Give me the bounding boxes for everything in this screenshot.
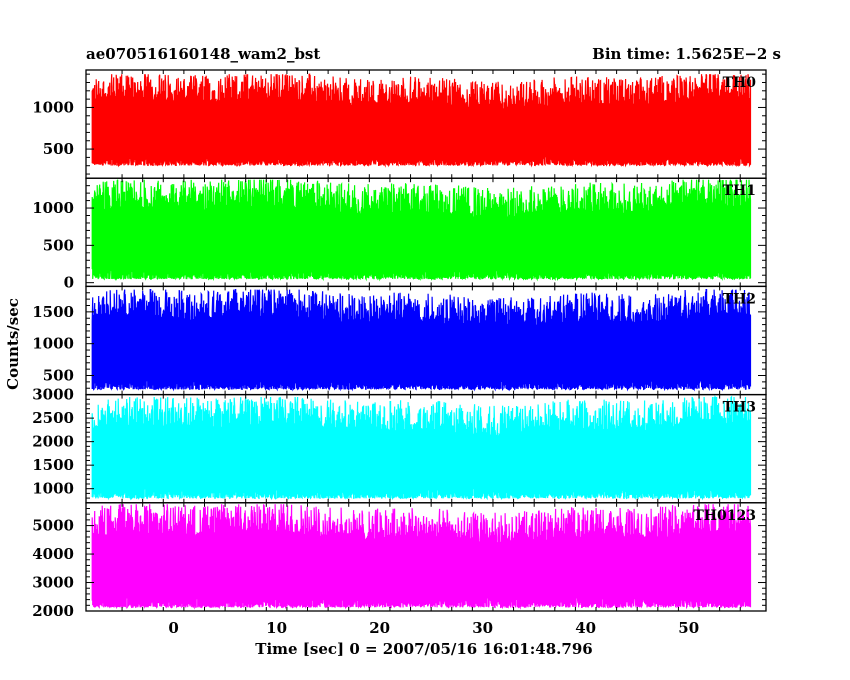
y-tick-label: 0 bbox=[64, 274, 74, 292]
y-tick-label: 1000 bbox=[32, 335, 74, 353]
x-axis: 0 10 20 30 40 50 bbox=[168, 619, 699, 637]
y-tick-label: 1500 bbox=[32, 456, 74, 474]
y-tick-label: 2500 bbox=[32, 409, 74, 427]
bin-time-label: Bin time: 1.5625E−2 s bbox=[592, 45, 781, 63]
panels-group: 5001000TH005001000TH150010001500TH210001… bbox=[32, 69, 767, 620]
series-th0123 bbox=[91, 504, 752, 610]
panel-th3: 1000 1500 2000 2500 3000 TH3 bbox=[32, 386, 767, 504]
panel-th0: 500 1000 TH0 bbox=[32, 69, 767, 179]
x-tick-label: 30 bbox=[472, 619, 493, 637]
y-tick-label: 500 bbox=[43, 367, 74, 385]
chart-title: ae070516160148_wam2_bst bbox=[86, 45, 320, 63]
y-tick-label: 1000 bbox=[32, 480, 74, 498]
x-axis-label: Time [sec] 0 = 2007/05/16 16:01:48.796 bbox=[255, 640, 592, 658]
panel-label-th2: TH2 bbox=[723, 291, 756, 307]
y-tick-label: 4000 bbox=[32, 545, 74, 563]
panel-label-th0123: TH0123 bbox=[693, 508, 756, 524]
y-axis-label: Counts/sec bbox=[4, 298, 22, 390]
panel-frame bbox=[85, 502, 767, 612]
y-tick-label: 1500 bbox=[32, 303, 74, 321]
panel-label-th3: TH3 bbox=[723, 400, 756, 416]
y-tick-label: 3000 bbox=[32, 386, 74, 404]
y-tick-label: 2000 bbox=[32, 433, 74, 451]
y-tick-label: 3000 bbox=[32, 574, 74, 592]
x-tick-label: 10 bbox=[266, 619, 287, 637]
series-th3 bbox=[91, 394, 752, 501]
panel-th1: 0 500 1000 TH1 bbox=[32, 177, 767, 292]
x-tick-label: 50 bbox=[678, 619, 699, 637]
y-tick-label: 2000 bbox=[32, 602, 74, 620]
y-tick-label: 500 bbox=[43, 236, 74, 254]
x-tick-label: 20 bbox=[369, 619, 390, 637]
panel-th0123: 2000 3000 4000 5000 TH0123 bbox=[32, 502, 767, 620]
series-th2 bbox=[91, 288, 752, 392]
x-tick-label: 40 bbox=[575, 619, 596, 637]
panel-label-th0: TH0 bbox=[723, 75, 757, 91]
y-tick-label: 5000 bbox=[32, 517, 74, 535]
y-tick-label: 1000 bbox=[32, 199, 74, 217]
panel-th2: 500 1000 1500 TH2 bbox=[32, 285, 767, 396]
x-tick-label: 0 bbox=[168, 619, 178, 637]
series-th1 bbox=[91, 179, 752, 282]
y-tick-label: 500 bbox=[43, 140, 74, 158]
series-th0 bbox=[91, 73, 752, 168]
y-tick-label: 1000 bbox=[32, 98, 74, 116]
panel-label-th1: TH1 bbox=[723, 183, 756, 199]
